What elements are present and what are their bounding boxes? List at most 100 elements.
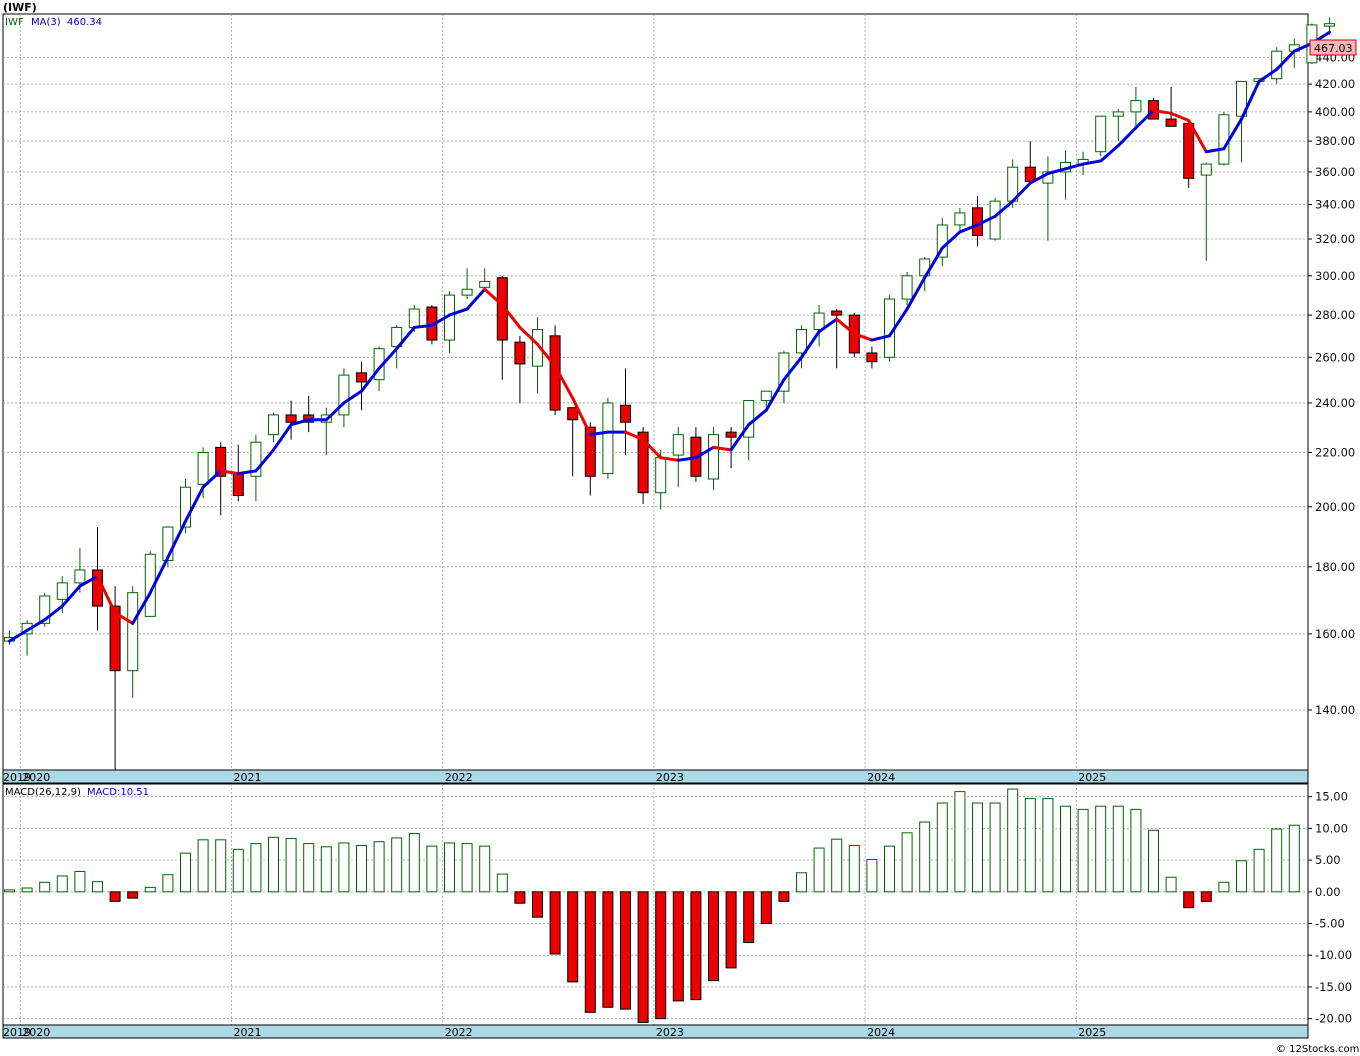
candle [496, 275, 508, 380]
candle [356, 361, 367, 411]
macd-bar [285, 838, 297, 893]
ma-segment [1240, 79, 1261, 121]
ma-segment [536, 342, 557, 368]
price-tick-label: 280.00 [1315, 308, 1355, 322]
ma-segment [571, 396, 592, 437]
macd-bar [954, 791, 966, 893]
price-year-label: 2023 [656, 771, 684, 784]
macd-year-bar [2, 1024, 1309, 1039]
ma-segment [747, 408, 768, 427]
candle-body [901, 275, 913, 300]
price-year-label: 2020 [22, 771, 50, 784]
macd-bar [708, 891, 719, 982]
ma-segment [8, 628, 29, 643]
last-price-label: 467.03 [1314, 42, 1353, 55]
candle [1183, 122, 1195, 188]
candle-body [514, 341, 526, 365]
macd-tick-label: 5.00 [1315, 853, 1341, 867]
candle [215, 442, 227, 516]
macd-bar [232, 848, 244, 893]
candle-body [479, 281, 491, 288]
ma-segment [184, 485, 205, 523]
macd-bar [743, 891, 755, 944]
macd-bar [356, 845, 367, 893]
ma-segment [958, 223, 979, 234]
candle-body [813, 312, 825, 331]
macd-bar [338, 842, 350, 893]
ma-segment [659, 456, 680, 462]
ma-segment [254, 448, 275, 473]
macd-bar [144, 886, 156, 893]
candle [1200, 162, 1212, 261]
ma-label: MA(3) [31, 17, 61, 28]
macd-year-label: 2022 [445, 1026, 473, 1039]
macd-bar [549, 891, 561, 955]
candle-body [584, 426, 596, 477]
macd-bar [1271, 828, 1283, 893]
candle-body [356, 372, 367, 383]
candle-body [1165, 118, 1177, 127]
ma-segment [1064, 162, 1085, 171]
candle [1112, 109, 1124, 142]
candle [672, 427, 684, 488]
candle-body [268, 414, 279, 436]
ma-segment [148, 555, 170, 595]
macd-bar [972, 802, 983, 893]
price-tick-label: 220.00 [1315, 445, 1355, 459]
price-year-bar [2, 769, 1309, 784]
ma-segment [78, 574, 99, 588]
price-year-label: 2019 [3, 771, 31, 784]
macd-bar [796, 872, 807, 893]
macd-bar [901, 832, 913, 893]
macd-bar [655, 891, 667, 1020]
ma-segment [940, 230, 962, 250]
candle-body [1200, 163, 1212, 176]
price-year-label: 2021 [234, 771, 262, 784]
macd-bar [884, 845, 895, 893]
ticker-label: IWF [5, 17, 24, 28]
candle-body [197, 451, 209, 485]
candle [479, 268, 491, 290]
macd-bar [936, 802, 948, 893]
candle [1130, 86, 1142, 127]
candle [954, 207, 966, 231]
macd-bar [848, 845, 860, 893]
macd-year-label: 2020 [22, 1026, 50, 1039]
ma-segment [976, 214, 997, 227]
candle-body [109, 605, 121, 672]
candle [285, 400, 297, 440]
macd-bar [1253, 848, 1265, 893]
ma-segment [465, 287, 487, 311]
macd-bar [197, 839, 209, 893]
candle-body [637, 431, 649, 494]
macd-bar [602, 891, 614, 1008]
macd-year-label: 2025 [1078, 1026, 1106, 1039]
macd-bar [215, 839, 227, 893]
macd-bar [567, 891, 579, 983]
ma-segment [782, 355, 803, 382]
macd-bar [496, 873, 508, 893]
ma-segment [518, 325, 539, 346]
candle-body [1183, 122, 1195, 179]
candle-body [672, 434, 684, 456]
candle-body [796, 329, 807, 354]
candle [514, 335, 526, 403]
macd-bar [620, 891, 631, 1010]
ma-segment [219, 469, 240, 476]
candle-body [215, 446, 227, 477]
price-tick-label: 340.00 [1315, 197, 1355, 211]
macd-bar [4, 889, 15, 893]
candle [250, 434, 262, 502]
candle [461, 268, 473, 300]
candle-body [1024, 166, 1036, 182]
ma-segment [25, 618, 47, 632]
candle-body [338, 374, 350, 416]
price-year-label: 2024 [867, 771, 895, 784]
macd-tick-label: 0.00 [1315, 885, 1341, 899]
ma-segment [1152, 108, 1173, 115]
ma-segment [1257, 67, 1279, 83]
macd-bar [1112, 805, 1124, 893]
ma-segment [342, 389, 363, 405]
ma-segment [236, 469, 258, 476]
